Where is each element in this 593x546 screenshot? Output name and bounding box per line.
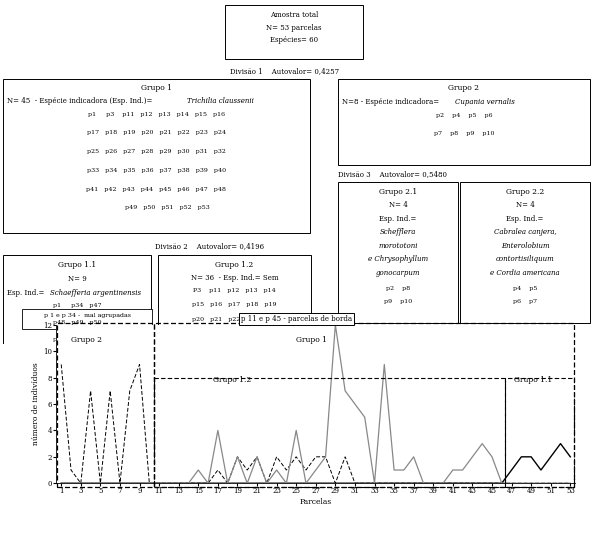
Text: Grupo 2: Grupo 2: [71, 336, 102, 344]
Text: p 1 e p 34 -  mal agrupadas: p 1 e p 34 - mal agrupadas: [43, 313, 130, 318]
Text: Grupo 2.1: Grupo 2.1: [379, 188, 417, 195]
Bar: [3, 79, 310, 234]
Bar: [22, 308, 152, 329]
Text: N= 53 parcelas: N= 53 parcelas: [266, 24, 322, 32]
Text: P3    p11   p12   p13   p14: P3 p11 p12 p13 p14: [193, 288, 276, 293]
Text: Grupo 1.2: Grupo 1.2: [213, 376, 251, 383]
Bar: [338, 182, 458, 323]
Text: Schaefferia argentinensis: Schaefferia argentinensis: [50, 289, 141, 296]
Text: p36   p37   p38   p39   p40: p36 p37 p38 p39 p40: [192, 361, 277, 366]
Text: Grupo 1: Grupo 1: [296, 336, 327, 344]
Text: Grupo 2: Grupo 2: [448, 85, 480, 92]
Bar: [3, 256, 151, 375]
Text: p9    p10: p9 p10: [384, 299, 412, 304]
Text: Espécies= 60: Espécies= 60: [270, 37, 318, 44]
Text: Grupo 1: Grupo 1: [141, 85, 172, 92]
Text: gonocarpum: gonocarpum: [376, 269, 420, 277]
Text: p41   p42   p43   p44   p45   p46   p47   p48: p41 p42 p43 p44 p45 p46 p47 p48: [87, 187, 227, 192]
Text: p1     p3    p11   p12   p13   p14   p15   p16: p1 p3 p11 p12 p13 p14 p15 p16: [88, 111, 225, 116]
X-axis label: Parcelas: Parcelas: [299, 498, 332, 506]
Text: p1     p34   p47: p1 p34 p47: [53, 304, 101, 308]
Text: Enterolobium: Enterolobium: [500, 242, 549, 250]
Text: N= 4: N= 4: [516, 201, 534, 209]
Bar: [338, 79, 590, 165]
Text: contortisiliquum: contortisiliquum: [496, 256, 554, 263]
Text: Divisão 3    Autovalor= 0,5480: Divisão 3 Autovalor= 0,5480: [338, 170, 447, 178]
Bar: [460, 182, 590, 323]
Text: N=8 - Espécie indicadora=: N=8 - Espécie indicadora=: [342, 98, 441, 106]
Text: Schefflera: Schefflera: [380, 228, 416, 236]
Text: e Cordia americana: e Cordia americana: [490, 269, 560, 277]
Text: p7    p8    p9    p10: p7 p8 p9 p10: [433, 132, 494, 136]
Text: N= 4: N= 4: [388, 201, 407, 209]
Text: p2    p8: p2 p8: [386, 286, 410, 290]
Text: N= 36  - Esp. Ind.= Sem: N= 36 - Esp. Ind.= Sem: [191, 274, 278, 282]
Text: Divisão 2    Autovalor= 0,4196: Divisão 2 Autovalor= 0,4196: [155, 242, 264, 250]
Text: p2    p4    p5    p6: p2 p4 p5 p6: [436, 112, 492, 117]
Text: Divisão 1    Autovalor= 0,4257: Divisão 1 Autovalor= 0,4257: [230, 67, 339, 75]
Text: Esp. Ind.=: Esp. Ind.=: [506, 215, 544, 223]
Text: p17   p18   p19   p20   p21   p22   p23   p24: p17 p18 p19 p20 p21 p22 p23 p24: [87, 130, 226, 135]
Text: Cupania vernalis: Cupania vernalis: [455, 98, 515, 106]
Bar: [225, 5, 363, 60]
Text: N= 9: N= 9: [68, 275, 87, 283]
Text: Grupo 1.2: Grupo 1.2: [215, 260, 254, 269]
Text: p41   p42   p43   p44   p45: p41 p42 p43 p44 p45: [192, 375, 277, 380]
Text: Grupo 2.2: Grupo 2.2: [506, 188, 544, 195]
Text: Amostra total: Amostra total: [270, 11, 318, 20]
Text: p 11 e p 45 - parcelas de borda: p 11 e p 45 - parcelas de borda: [241, 316, 352, 323]
Text: p6    p7: p6 p7: [513, 299, 537, 304]
Text: p25   p26   p27   p28   p29: p25 p26 p27 p28 p29: [192, 331, 277, 336]
Text: Esp. Ind.=: Esp. Ind.=: [380, 215, 417, 223]
Text: p51   p52   p53: p51 p52 p53: [53, 337, 101, 342]
Bar: [158, 256, 311, 407]
Text: N= 45  - Espécie indicadora (Esp. Ind.)=: N= 45 - Espécie indicadora (Esp. Ind.)=: [7, 97, 155, 105]
Text: p4    p5: p4 p5: [513, 286, 537, 290]
Text: Grupo 1.1: Grupo 1.1: [514, 376, 551, 383]
Text: p49   p50   p51   p52   p53: p49 p50 p51 p52 p53: [103, 205, 210, 210]
Text: p25   p26   p27   p28   p29   p30   p31   p32: p25 p26 p27 p28 p29 p30 p31 p32: [87, 149, 226, 154]
Text: p30   p31   p32   p33   p35: p30 p31 p32 p33 p35: [192, 346, 277, 351]
Text: Grupo 1.1: Grupo 1.1: [58, 260, 96, 269]
Text: p15   p16   p17   p18   p19: p15 p16 p17 p18 p19: [192, 302, 277, 307]
Text: Trichilia claussenii: Trichilia claussenii: [187, 97, 254, 105]
Y-axis label: número de indivíduos: número de indivíduos: [33, 363, 40, 446]
Text: e Chrysophyllum: e Chrysophyllum: [368, 256, 428, 263]
Text: p48   p49   p50: p48 p49 p50: [53, 320, 101, 325]
Text: p20   p21   p22   p23   p24: p20 p21 p22 p23 p24: [192, 317, 277, 322]
Text: morototoni: morototoni: [378, 242, 417, 250]
Text: p46: p46: [213, 390, 256, 395]
Text: Cabralea canjera,: Cabralea canjera,: [493, 228, 556, 236]
Text: Esp. Ind.=: Esp. Ind.=: [7, 289, 47, 296]
Text: p33   p34   p35   p36   p37   p38   p39   p40: p33 p34 p35 p36 p37 p38 p39 p40: [87, 168, 226, 173]
